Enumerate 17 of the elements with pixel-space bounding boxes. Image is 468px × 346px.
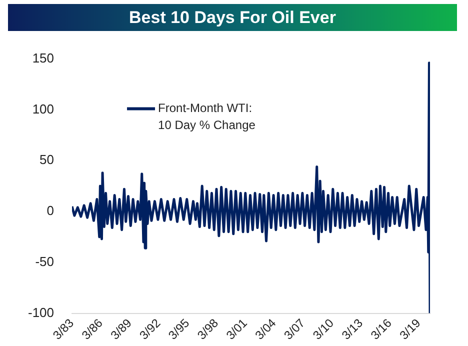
x-tick-label: 3/89 xyxy=(108,316,135,342)
legend-label: Front-Month WTI: 10 Day % Change xyxy=(158,101,256,132)
y-tick-label: -50 xyxy=(35,254,54,269)
x-tick-label: 3/86 xyxy=(78,316,106,342)
y-tick-label: 150 xyxy=(32,50,54,66)
y-tick-label: 50 xyxy=(40,152,54,168)
y-tick-label: 0 xyxy=(46,203,54,218)
y-tick-label: 100 xyxy=(32,101,54,116)
x-tick-label: 3/13 xyxy=(339,316,366,342)
chart-title: Best 10 Days For Oil Ever xyxy=(8,4,457,31)
x-tick-label: 3/16 xyxy=(368,316,395,342)
x-tick-label: 3/01 xyxy=(223,316,250,342)
x-tick-label: 3/04 xyxy=(252,316,279,342)
x-tick-label: 3/10 xyxy=(310,316,337,342)
x-tick-label: 3/98 xyxy=(194,316,222,342)
x-tick-label: 3/19 xyxy=(396,316,424,342)
x-tick-label: 3/92 xyxy=(136,316,164,342)
